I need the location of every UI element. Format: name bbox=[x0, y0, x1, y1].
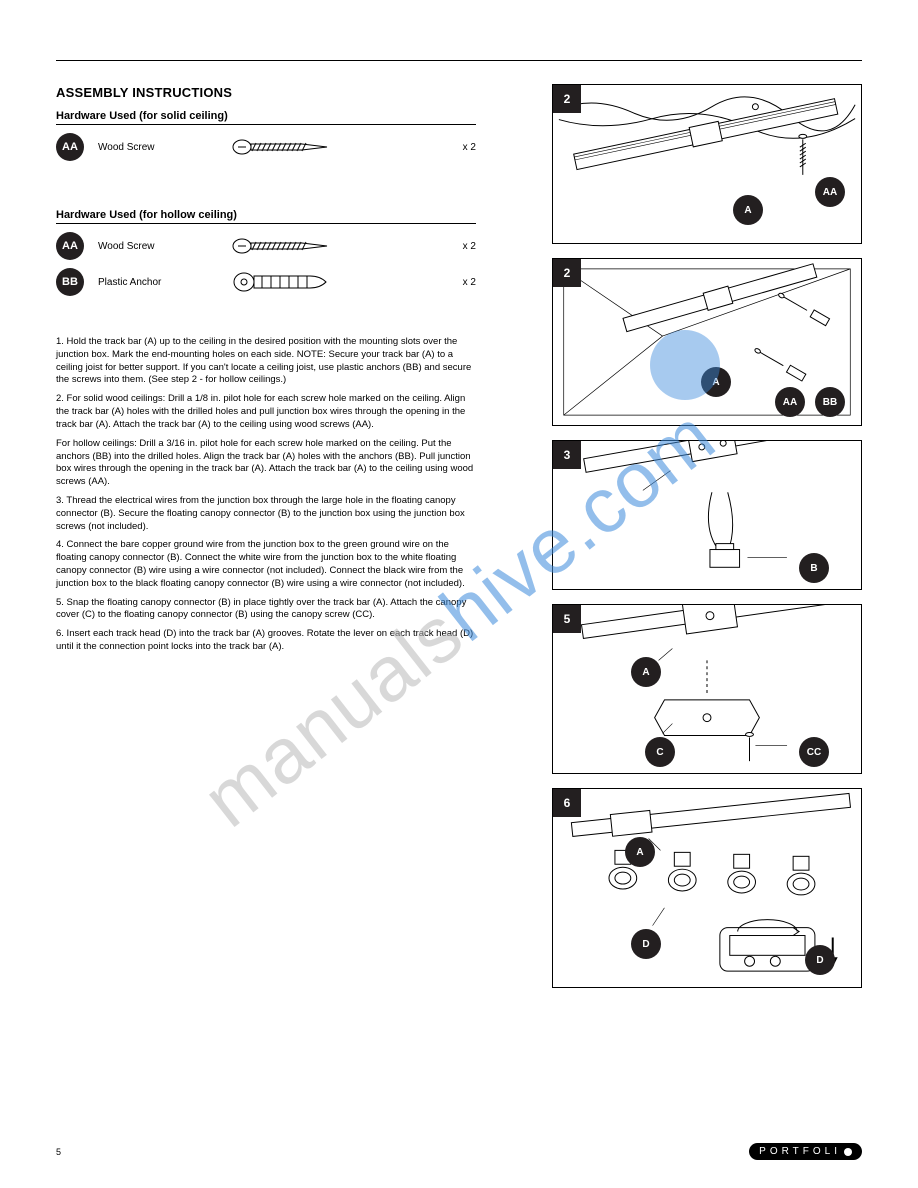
instruction-para: For hollow ceilings: Drill a 3/16 in. pi… bbox=[56, 438, 476, 489]
figure-step-number: 6 bbox=[553, 789, 581, 817]
hardware-qty: x 2 bbox=[463, 142, 476, 153]
hw-solid-list: AA Wood Screw x 2 bbox=[56, 133, 486, 161]
instruction-para: 3. Thread the electrical wires from the … bbox=[56, 495, 476, 533]
callout-badge: C bbox=[645, 737, 675, 767]
brand-text: PORTFOLI bbox=[759, 1146, 841, 1157]
callout-badge: D bbox=[805, 945, 835, 975]
instruction-para: 2. For solid wood ceilings: Drill a 1/8 … bbox=[56, 393, 476, 431]
figure-step-number: 2 bbox=[553, 259, 581, 287]
figures-column: 2 AAA 2 bbox=[552, 84, 862, 988]
callout-badge: AA bbox=[775, 387, 805, 417]
page: ASSEMBLY INSTRUCTIONS Hardware Used (for… bbox=[0, 0, 918, 1188]
footer: 5 PORTFOLI bbox=[56, 1143, 862, 1160]
callout-badge: BB bbox=[815, 387, 845, 417]
figure-panel: 6 bbox=[552, 788, 862, 988]
wood-screw-icon bbox=[232, 135, 332, 159]
hardware-icon bbox=[232, 135, 332, 159]
hardware-id-badge: AA bbox=[56, 133, 84, 161]
left-column: ASSEMBLY INSTRUCTIONS Hardware Used (for… bbox=[56, 85, 486, 654]
brand-dot-icon bbox=[844, 1148, 852, 1156]
instruction-para: 1. Hold the track bar (A) up to the ceil… bbox=[56, 336, 476, 387]
figure-step-number: 3 bbox=[553, 441, 581, 469]
hardware-qty: x 2 bbox=[463, 277, 476, 288]
callout-badge: A bbox=[701, 367, 731, 397]
instruction-para: 6. Insert each track head (D) into the t… bbox=[56, 628, 476, 654]
hardware-icon bbox=[232, 234, 332, 258]
hw-hollow-heading: Hardware Used (for hollow ceiling) bbox=[56, 209, 476, 224]
callout-badge: D bbox=[631, 929, 661, 959]
page-number: 5 bbox=[56, 1147, 61, 1157]
wood-screw-icon bbox=[232, 234, 332, 258]
callout-badge: A bbox=[631, 657, 661, 687]
figure-panel: 2 AAABB bbox=[552, 258, 862, 426]
instruction-para: 5. Snap the floating canopy connector (B… bbox=[56, 597, 476, 623]
callout-badge: A bbox=[625, 837, 655, 867]
instructions-text: 1. Hold the track bar (A) up to the ceil… bbox=[56, 336, 476, 654]
callout-badge: AA bbox=[815, 177, 845, 207]
callout-badge: A bbox=[733, 195, 763, 225]
instruction-para: 4. Connect the bare copper ground wire f… bbox=[56, 539, 476, 590]
plastic-anchor-icon bbox=[232, 270, 332, 294]
hardware-row: BB Plastic Anchor x 2 bbox=[56, 268, 476, 296]
figure-panel: 3 B bbox=[552, 440, 862, 590]
hardware-label: Wood Screw bbox=[98, 241, 218, 252]
hardware-row: AA Wood Screw x 2 bbox=[56, 232, 476, 260]
callout-badge: B bbox=[799, 553, 829, 583]
brand-badge: PORTFOLI bbox=[749, 1143, 862, 1160]
figure-panel: 5 ACCC bbox=[552, 604, 862, 774]
hardware-qty: x 2 bbox=[463, 241, 476, 252]
hardware-icon bbox=[232, 270, 332, 294]
top-rule bbox=[56, 60, 862, 61]
figure-step-number: 5 bbox=[553, 605, 581, 633]
assembly-heading: ASSEMBLY INSTRUCTIONS bbox=[56, 85, 486, 100]
hw-hollow-list: AA Wood Screw x 2 BB Plastic Anchor x 2 bbox=[56, 232, 486, 296]
hardware-id-badge: BB bbox=[56, 268, 84, 296]
hardware-label: Wood Screw bbox=[98, 142, 218, 153]
hardware-label: Plastic Anchor bbox=[98, 277, 218, 288]
figure-step-number: 2 bbox=[553, 85, 581, 113]
figure-panel: 2 AAA bbox=[552, 84, 862, 244]
callout-badge: CC bbox=[799, 737, 829, 767]
hardware-id-badge: AA bbox=[56, 232, 84, 260]
hardware-row: AA Wood Screw x 2 bbox=[56, 133, 476, 161]
hw-solid-heading: Hardware Used (for solid ceiling) bbox=[56, 110, 476, 125]
